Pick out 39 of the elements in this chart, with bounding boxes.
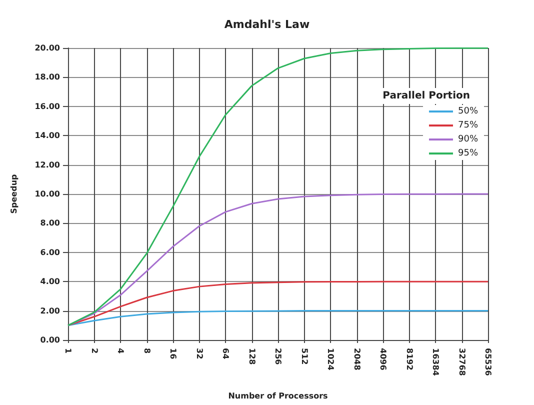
x-tick-label: 65536 (484, 348, 492, 376)
y-tick-label: 8.00 (40, 218, 60, 228)
x-tick-label: 2 (90, 348, 99, 354)
x-tick-label: 32 (194, 348, 204, 360)
x-tick-label: 32768 (457, 348, 466, 376)
y-tick-label: 6.00 (40, 248, 60, 257)
x-tick-label: 16 (168, 348, 178, 360)
x-tick-label: 2048 (352, 348, 362, 371)
x-tick-label: 8 (142, 348, 152, 354)
legend-label: 90% (458, 134, 478, 144)
x-tick-label: 16384 (431, 348, 440, 376)
x-tick-label: 512 (300, 348, 309, 365)
y-axis-title: Speedup (10, 174, 18, 214)
y-tick-label: 0.00 (40, 336, 60, 344)
legend-title: Parallel Portion (382, 90, 470, 102)
y-tick-label: 10.00 (34, 190, 60, 198)
legend-label: 50% (458, 106, 478, 116)
x-tick-label: 4 (116, 348, 125, 354)
y-tick-label: 18.00 (34, 72, 60, 82)
x-tick-label: 64 (221, 348, 230, 360)
y-tick-label: 2.00 (40, 306, 60, 316)
legend-label: 95% (458, 148, 478, 158)
line-series (67, 47, 489, 326)
chart-title: Amdahl's Law (224, 18, 310, 31)
y-tick-label: 16.00 (34, 102, 60, 111)
legend-label: 75% (458, 120, 478, 130)
line-series (67, 310, 489, 326)
y-tick-label: 14.00 (34, 131, 60, 140)
y-tick-label: 4.00 (40, 277, 60, 286)
x-axis-title: Number of Processors (228, 392, 328, 400)
x-tick-label: 128 (247, 348, 256, 366)
x-tick-label: 256 (274, 348, 282, 366)
x-tick-label: 1 (64, 348, 72, 354)
x-tick-label: 8192 (404, 348, 414, 370)
x-tick-label: 1024 (326, 348, 335, 371)
y-tick-label: 12.00 (34, 160, 60, 170)
x-tick-label: 4096 (378, 348, 388, 371)
y-tick-label: 20.00 (34, 44, 60, 52)
line-series (67, 280, 489, 326)
